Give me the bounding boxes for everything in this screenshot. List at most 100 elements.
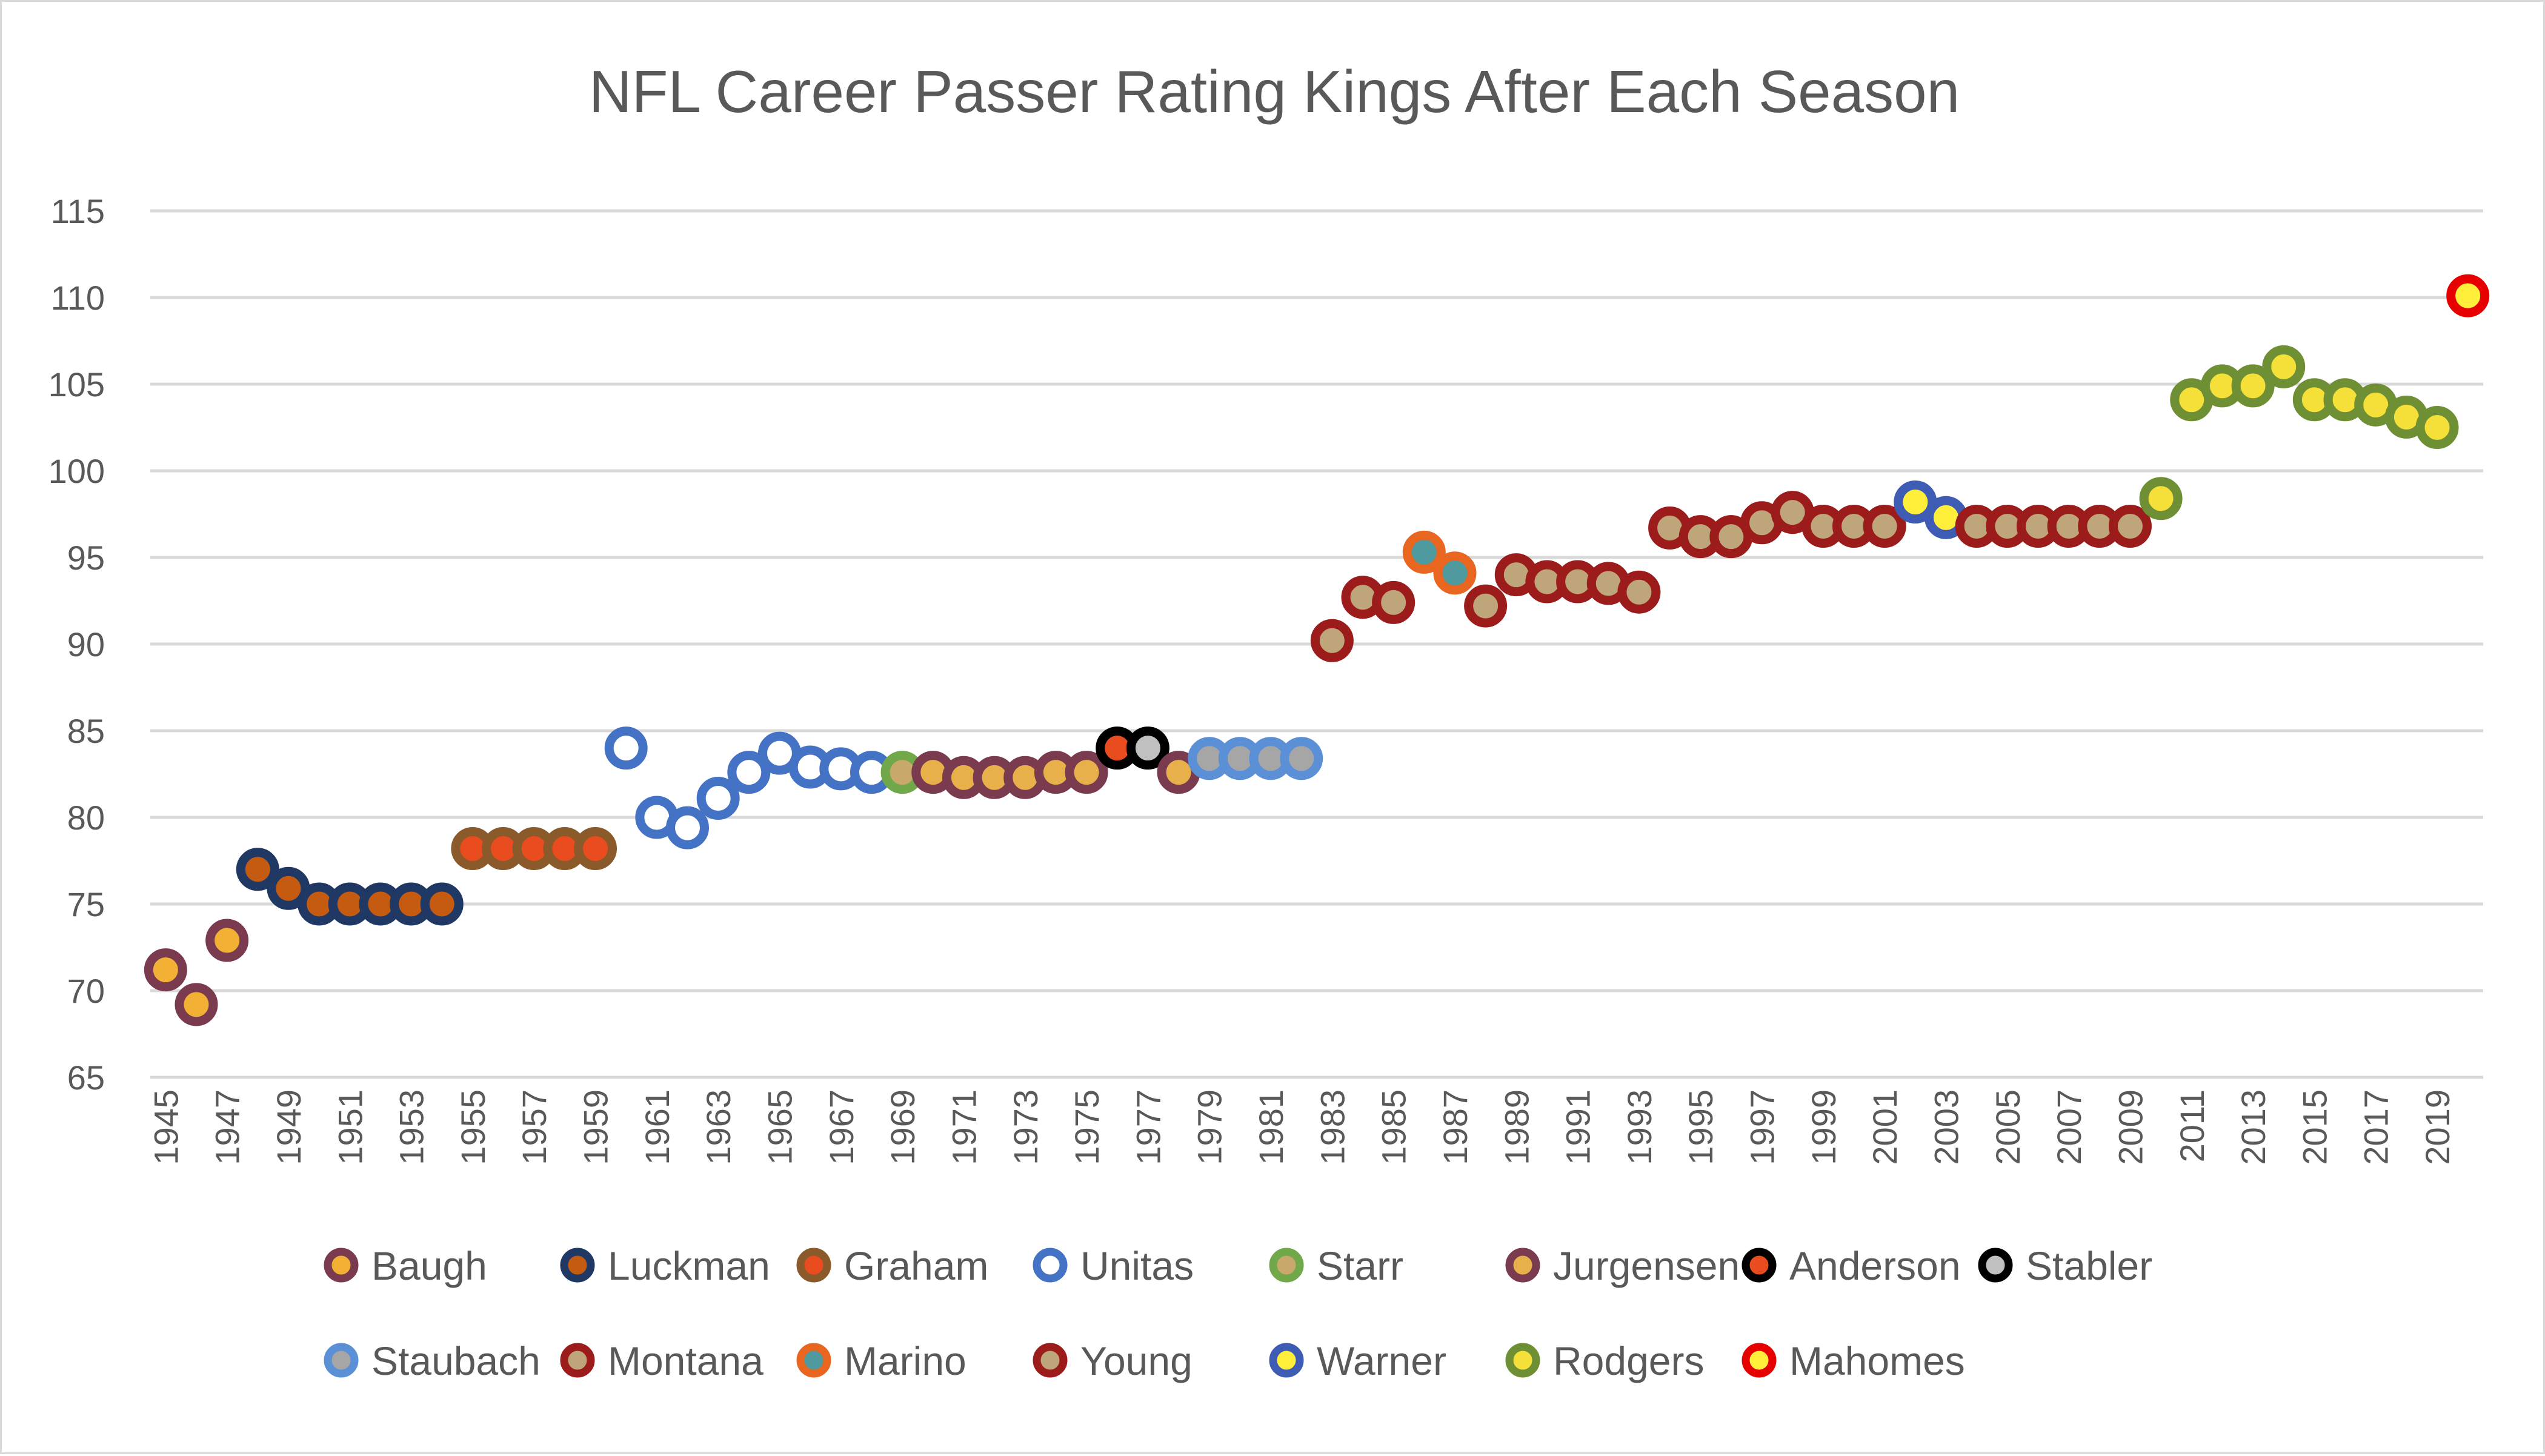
legend-marker-warner: [1269, 1343, 1304, 1378]
legend-marker-young: [1033, 1343, 1068, 1378]
x-tick-label: 2017: [2357, 1089, 2395, 1165]
marker-rodgers-2014: [2262, 345, 2306, 388]
legend-marker-staubach: [324, 1343, 359, 1378]
legend-marker-starr: [1269, 1248, 1304, 1283]
x-tick-label: 1957: [515, 1089, 553, 1165]
x-tick-label: 1977: [1129, 1089, 1167, 1165]
x-tick-label: 2019: [2418, 1089, 2457, 1165]
x-tick-label: 1967: [822, 1089, 860, 1165]
x-tick-label: 1961: [638, 1089, 676, 1165]
x-tick-label: 1951: [331, 1089, 369, 1165]
y-axis-ticks: 65 70 75 80 85 90 95 100 105 110 115: [48, 192, 105, 1097]
marker-unitas-1964: [727, 751, 771, 794]
marker-luckman-1948: [236, 848, 279, 891]
data-markers: [144, 274, 2490, 1026]
marker-montana-1983: [1310, 619, 1354, 662]
marker-unitas-1962: [666, 806, 710, 849]
x-tick-label: 1987: [1436, 1089, 1474, 1165]
legend-label-unitas: Unitas: [1080, 1243, 1194, 1288]
legend-marker-baugh: [324, 1248, 359, 1283]
legend-marker-mahomes: [1742, 1343, 1777, 1378]
x-tick-label: 1953: [393, 1089, 431, 1165]
x-tick-label: 1947: [208, 1089, 247, 1165]
y-tick-label: 105: [48, 365, 105, 404]
legend-marker-stabler: [1978, 1248, 2013, 1283]
marker-luckman-1954: [420, 882, 464, 926]
legend-marker-luckman: [560, 1248, 595, 1283]
legend-label-anderson: Anderson: [1789, 1243, 1961, 1288]
marker-unitas-1963: [696, 777, 740, 820]
marker-jurgensen-1975: [1065, 751, 1108, 794]
x-tick-label: 1971: [945, 1089, 983, 1165]
y-tick-label: 70: [67, 972, 105, 1010]
legend-label-graham: Graham: [844, 1243, 988, 1288]
marker-rodgers-2013: [2231, 364, 2275, 408]
x-tick-label: 1949: [270, 1089, 308, 1165]
y-tick-label: 75: [67, 885, 105, 923]
marker-rodgers-2019: [2415, 406, 2459, 449]
marker-baugh-1945: [144, 948, 187, 992]
x-tick-label: 1997: [1743, 1089, 1781, 1165]
marker-montana-1993: [1617, 570, 1661, 614]
x-tick-label: 1963: [699, 1089, 737, 1165]
x-tick-label: 1983: [1313, 1089, 1351, 1165]
x-tick-label: 2011: [2173, 1089, 2211, 1162]
legend-marker-rodgers: [1505, 1343, 1540, 1378]
legend-marker-montana: [560, 1343, 595, 1378]
x-tick-label: 2009: [2111, 1089, 2149, 1165]
marker-young-2009: [2108, 505, 2152, 548]
x-tick-label: 1959: [577, 1089, 615, 1165]
legend: Baugh Luckman Graham Unitas Starr Jurgensen An…: [324, 1243, 2152, 1383]
x-tick-label: 2005: [1989, 1089, 2027, 1165]
marker-stabler-1977: [1126, 726, 1169, 770]
y-tick-label: 115: [51, 192, 105, 230]
chart-title: NFL Career Passer Rating Kings After Eac…: [589, 58, 1960, 125]
legend-marker-marino: [796, 1343, 831, 1378]
x-tick-label: 1981: [1252, 1089, 1290, 1165]
legend-label-young: Young: [1080, 1338, 1193, 1383]
x-tick-label: 1985: [1375, 1089, 1413, 1165]
marker-graham-1959: [574, 826, 617, 870]
marker-baugh-1947: [205, 919, 249, 962]
legend-label-mahomes: Mahomes: [1789, 1338, 1965, 1383]
x-tick-label: 1965: [760, 1089, 799, 1165]
y-tick-label: 80: [67, 799, 105, 837]
x-tick-label: 1991: [1559, 1089, 1597, 1165]
legend-marker-anderson: [1742, 1248, 1777, 1283]
legend-label-montana: Montana: [608, 1338, 764, 1383]
x-tick-label: 2015: [2295, 1089, 2334, 1165]
legend-label-baugh: Baugh: [371, 1243, 487, 1288]
x-tick-label: 1975: [1068, 1089, 1106, 1165]
y-tick-label: 90: [67, 625, 105, 663]
legend-label-staubach: Staubach: [371, 1338, 541, 1383]
x-tick-label: 1973: [1006, 1089, 1045, 1165]
x-tick-label: 2003: [1927, 1089, 1965, 1165]
legend-label-warner: Warner: [1317, 1338, 1446, 1383]
marker-baugh-1946: [175, 983, 218, 1026]
legend-label-jurgensen: Jurgensen: [1553, 1243, 1740, 1288]
legend-label-marino: Marino: [844, 1338, 966, 1383]
x-tick-label: 2013: [2234, 1089, 2272, 1165]
marker-marino-1987: [1433, 551, 1477, 595]
x-tick-label: 1993: [1620, 1089, 1658, 1165]
marker-staubach-1982: [1280, 737, 1323, 780]
x-tick-label: 1995: [1682, 1089, 1720, 1165]
marker-montana-1985: [1372, 580, 1416, 624]
y-tick-label: 65: [67, 1059, 105, 1097]
x-tick-label: 1945: [147, 1089, 185, 1165]
x-tick-label: 1989: [1497, 1089, 1535, 1165]
x-tick-label: 2007: [2050, 1089, 2088, 1165]
marker-unitas-1960: [604, 726, 648, 770]
marker-mahomes-2020: [2446, 274, 2490, 317]
legend-label-starr: Starr: [1317, 1243, 1403, 1288]
legend-label-stabler: Stabler: [2026, 1243, 2152, 1288]
x-tick-label: 1979: [1191, 1089, 1229, 1165]
y-tick-label: 95: [67, 539, 105, 577]
x-tick-label: 2001: [1866, 1089, 1904, 1165]
x-tick-label: 1955: [454, 1089, 492, 1165]
legend-label-luckman: Luckman: [608, 1243, 770, 1288]
marker-rodgers-2010: [2139, 477, 2183, 520]
y-tick-label: 85: [67, 712, 105, 750]
